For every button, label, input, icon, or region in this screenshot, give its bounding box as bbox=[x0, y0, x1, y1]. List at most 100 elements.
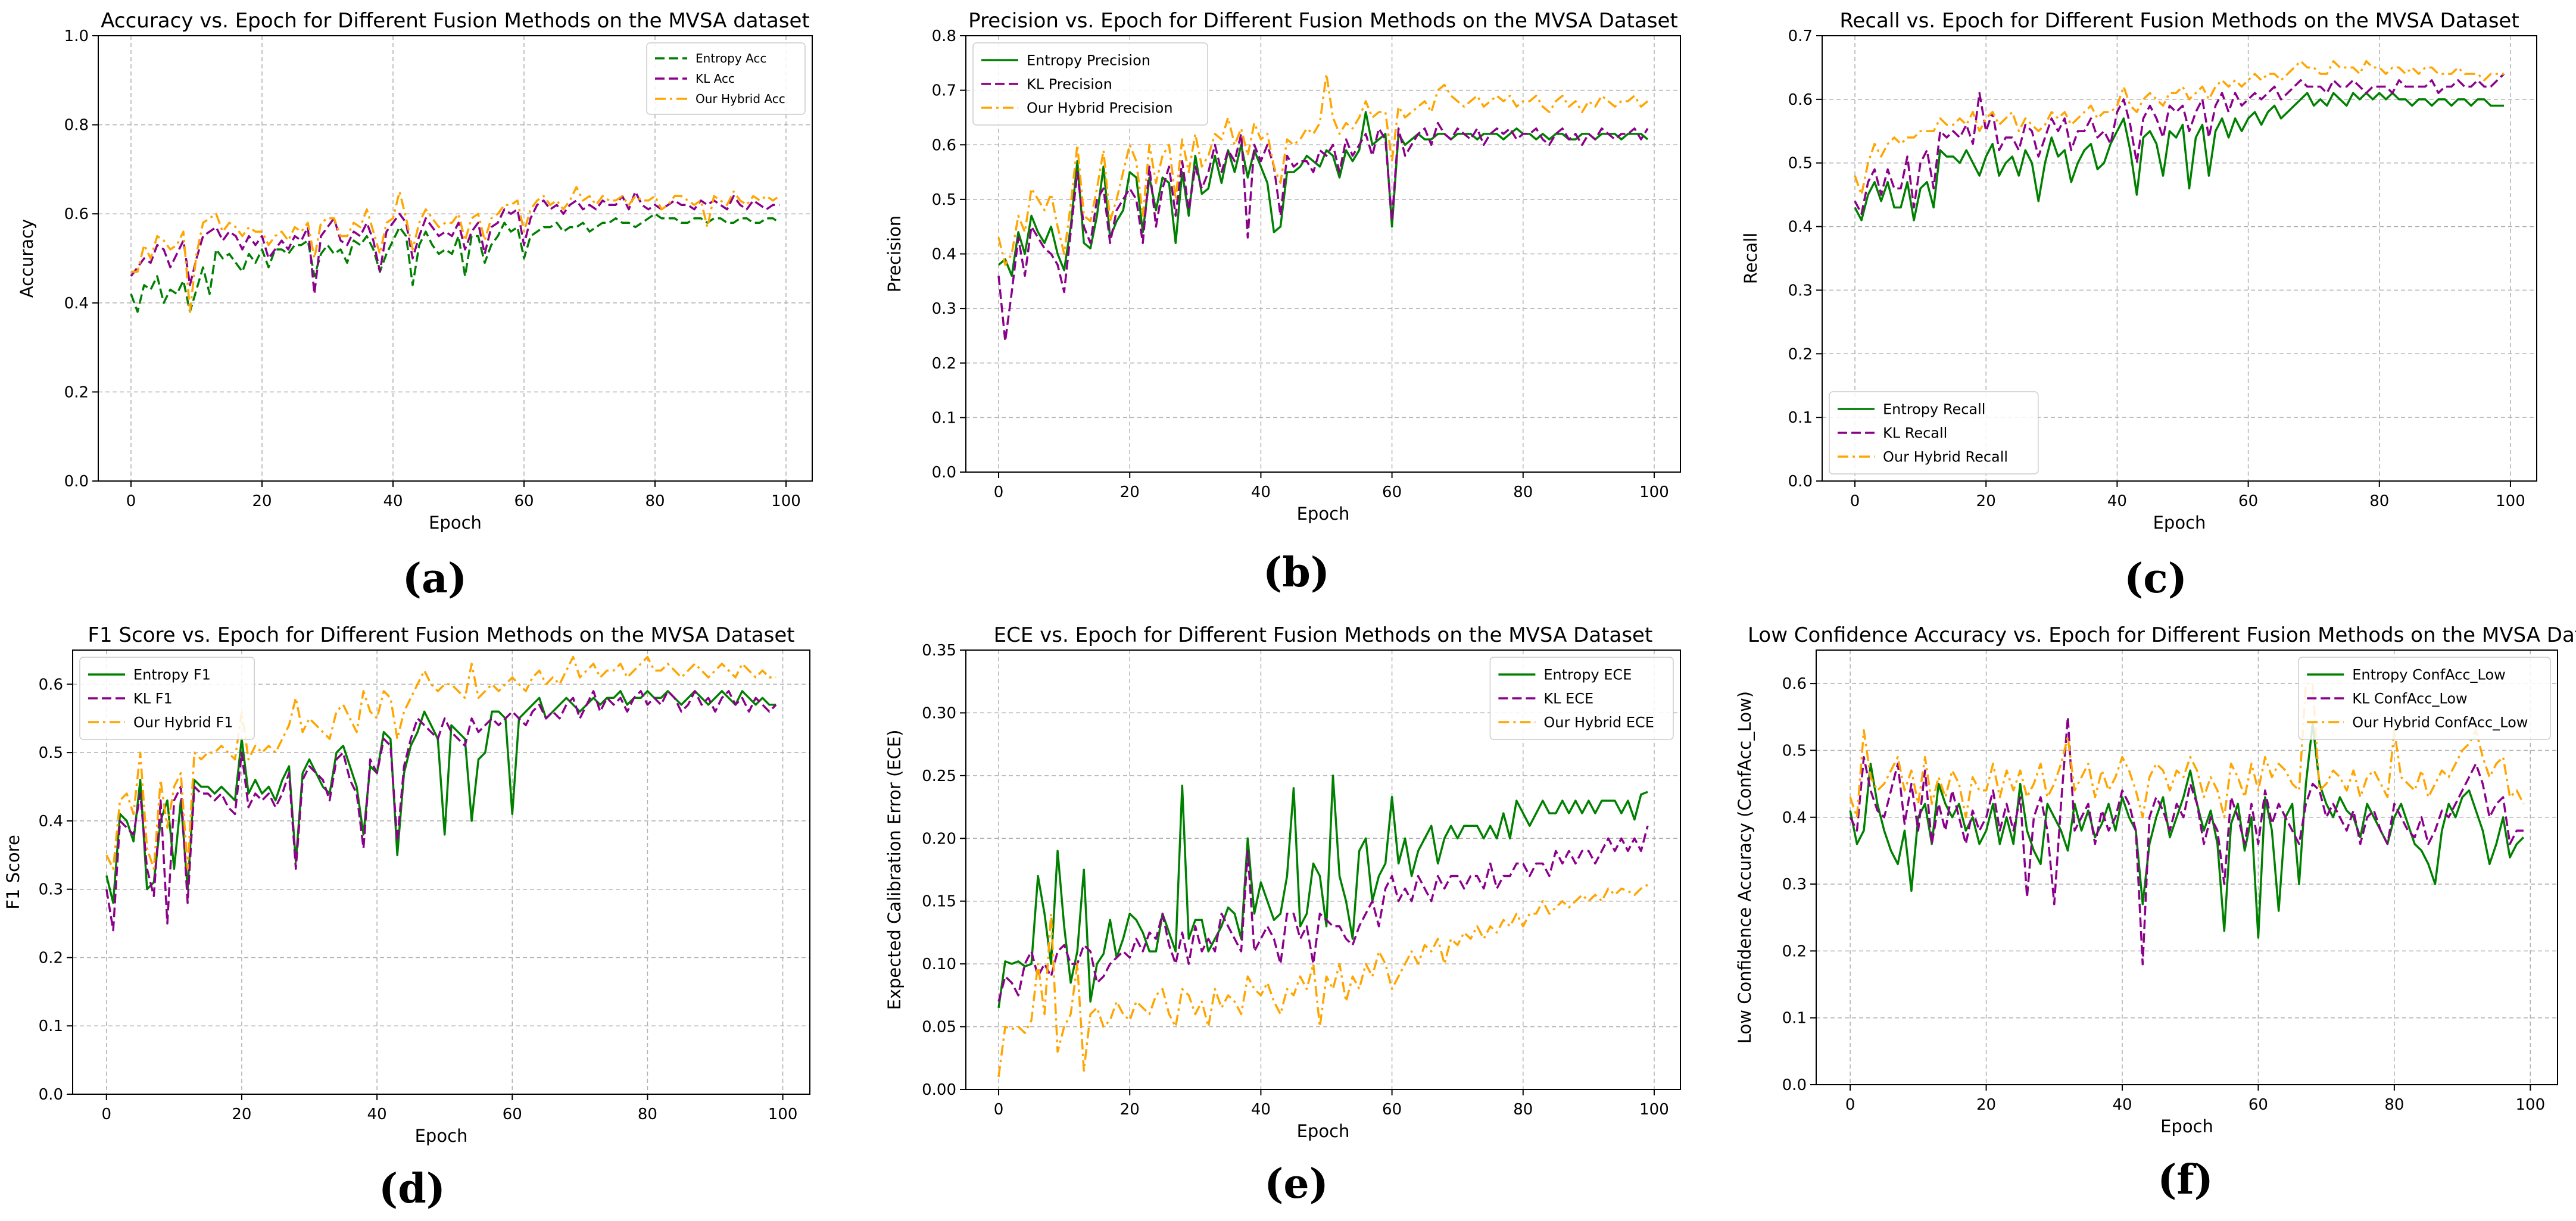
y-tick-label: 0.3 bbox=[932, 300, 956, 318]
legend: Entropy F1 KL F1 Our Hybrid F1 bbox=[79, 657, 255, 740]
x-tick-label: 20 bbox=[1120, 1101, 1140, 1119]
x-tick-label: 60 bbox=[1382, 483, 1402, 501]
y-tick-label: 0.5 bbox=[39, 744, 63, 762]
y-tick-label: 0.30 bbox=[922, 704, 956, 722]
chart-title: F1 Score vs. Epoch for Different Fusion … bbox=[88, 623, 794, 647]
legend-label: Entropy ConfAcc_Low bbox=[2352, 667, 2506, 683]
plot-frame bbox=[1822, 35, 2537, 482]
x-tick-label: 60 bbox=[503, 1106, 522, 1123]
series-line-1 bbox=[130, 213, 780, 313]
chart-title: Precision vs. Epoch for Different Fusion… bbox=[968, 9, 1678, 33]
legend-label: KL Precision bbox=[1027, 76, 1112, 93]
legend-label: KL Acc bbox=[696, 71, 735, 86]
x-tick-label: 40 bbox=[2107, 492, 2127, 510]
series-line-2 bbox=[997, 121, 1649, 342]
chart-panel: 0 20 40 60 80 100 0.0 0.2 0.4 0.6 0.8 1.0 Accuracy v… bbox=[17, 9, 813, 602]
y-tick-label: 0.10 bbox=[922, 955, 956, 973]
panel-label: (e) bbox=[1264, 1160, 1328, 1208]
plot-frame bbox=[72, 649, 810, 1095]
y-axis-label: Accuracy bbox=[17, 219, 37, 298]
panel-label: (c) bbox=[2124, 555, 2187, 602]
legend-label: Our Hybrid ConfAcc_Low bbox=[2352, 714, 2528, 731]
series-line-2 bbox=[130, 191, 779, 295]
panel-label: (f) bbox=[2157, 1156, 2213, 1204]
y-tick-label: 0.3 bbox=[39, 881, 63, 899]
y-tick-label: 0.0 bbox=[932, 464, 956, 482]
panel-label: (a) bbox=[403, 555, 467, 602]
series-line-1 bbox=[105, 690, 776, 904]
x-tick-label: 0 bbox=[1845, 1096, 1855, 1114]
series-line-3 bbox=[105, 655, 776, 870]
series-line-2 bbox=[1854, 73, 2505, 215]
chart-panel: 0 20 40 60 80 100 0.0 0.1 0.2 0.3 0.4 0.5 0.6 0.7 0.8 P… bbox=[884, 9, 1681, 597]
x-tick-label: 40 bbox=[2112, 1096, 2132, 1114]
y-tick-label: 0.6 bbox=[1788, 91, 1813, 109]
chart-title: Recall vs. Epoch for Different Fusion Me… bbox=[1839, 9, 2519, 33]
y-tick-label: 0.3 bbox=[1788, 282, 1813, 299]
x-tick-label: 80 bbox=[1513, 1101, 1533, 1119]
x-tick-label: 40 bbox=[1251, 1101, 1271, 1119]
y-tick-label: 0.0 bbox=[1782, 1076, 1807, 1094]
y-tick-label: 0.7 bbox=[932, 82, 956, 100]
y-tick-label: 0.5 bbox=[932, 191, 956, 209]
x-tick-label: 20 bbox=[1976, 492, 1996, 510]
x-axis-label: Epoch bbox=[1297, 504, 1350, 524]
series-line-2 bbox=[1849, 716, 2524, 966]
x-tick-label: 80 bbox=[2369, 492, 2389, 510]
legend-label: KL F1 bbox=[133, 691, 173, 707]
y-tick-label: 0.15 bbox=[922, 893, 956, 911]
y-tick-label: 0.20 bbox=[922, 830, 956, 848]
y-tick-label: 0.25 bbox=[922, 767, 956, 785]
y-tick-label: 0.3 bbox=[1782, 876, 1807, 894]
x-tick-label: 100 bbox=[2496, 492, 2525, 510]
y-tick-label: 0.5 bbox=[1788, 155, 1813, 173]
x-tick-label: 100 bbox=[771, 492, 801, 510]
x-tick-label: 100 bbox=[1639, 1101, 1669, 1119]
x-tick-label: 0 bbox=[1850, 492, 1860, 510]
x-axis-label: Epoch bbox=[1297, 1121, 1350, 1141]
y-tick-label: 0.6 bbox=[39, 676, 63, 694]
y-tick-label: 0.1 bbox=[932, 409, 956, 427]
y-tick-label: 0.00 bbox=[922, 1081, 956, 1099]
x-tick-label: 60 bbox=[1382, 1101, 1402, 1119]
y-axis-label: F1 Score bbox=[3, 835, 23, 910]
chart-title: ECE vs. Epoch for Different Fusion Metho… bbox=[994, 623, 1653, 647]
series-line-2 bbox=[105, 690, 777, 932]
y-tick-label: 0.7 bbox=[1788, 27, 1813, 45]
series-line-1 bbox=[997, 775, 1648, 1008]
x-tick-label: 100 bbox=[1639, 483, 1669, 501]
x-tick-label: 40 bbox=[1251, 483, 1271, 501]
x-tick-label: 60 bbox=[514, 492, 534, 510]
y-tick-label: 0.4 bbox=[1788, 218, 1813, 236]
legend-label: Our Hybrid Acc bbox=[696, 92, 785, 106]
legend-box bbox=[79, 657, 255, 740]
y-tick-label: 0.1 bbox=[1788, 409, 1813, 427]
legend-label: Entropy Precision bbox=[1027, 52, 1150, 69]
legend-label: KL ECE bbox=[1543, 691, 1593, 707]
legend-label: Entropy Acc bbox=[696, 51, 766, 65]
x-tick-label: 80 bbox=[2384, 1096, 2404, 1114]
chart-panel: 0 20 40 60 80 100 0.0 0.1 0.2 0.3 0.4 0.5 0.6 0.7 Reca… bbox=[1741, 9, 2537, 602]
x-tick-label: 0 bbox=[994, 1101, 1004, 1119]
plot-frame bbox=[965, 649, 1681, 1090]
y-tick-label: 0.2 bbox=[64, 383, 89, 401]
legend-box bbox=[646, 42, 806, 115]
y-tick-label: 0.4 bbox=[64, 295, 89, 313]
plot-frame bbox=[98, 35, 813, 482]
chart-title: Accuracy vs. Epoch for Different Fusion … bbox=[101, 9, 810, 33]
y-tick-label: 0.4 bbox=[39, 813, 63, 830]
legend-box bbox=[1489, 657, 1674, 740]
x-tick-label: 100 bbox=[768, 1106, 798, 1123]
series-line-1 bbox=[1849, 722, 2525, 939]
chart-title: Low Confidence Accuracy vs. Epoch for Di… bbox=[1748, 623, 2576, 647]
x-tick-label: 60 bbox=[2248, 1096, 2268, 1114]
x-tick-label: 80 bbox=[638, 1106, 657, 1123]
legend-box bbox=[2298, 657, 2551, 740]
legend-label: Entropy F1 bbox=[133, 667, 211, 683]
y-tick-label: 0.2 bbox=[39, 949, 63, 967]
legend-label: Entropy ECE bbox=[1543, 667, 1632, 683]
y-tick-label: 0.1 bbox=[1782, 1010, 1807, 1028]
y-tick-label: 0.5 bbox=[1782, 742, 1807, 760]
series-line-3 bbox=[1849, 682, 2525, 819]
